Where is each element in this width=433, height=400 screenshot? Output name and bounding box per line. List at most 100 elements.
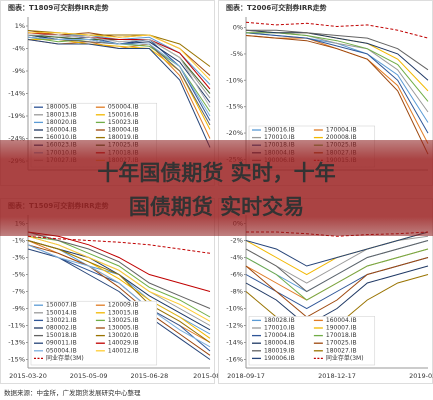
legend-label: 190006.IB [264,355,295,362]
y-tick-label: -2% [230,237,243,245]
legend-label: 140012.IB [108,347,139,354]
legend-label: 130025.IB [108,317,139,324]
y-tick-label: -7% [12,288,25,296]
legend-label: 090011.IB [46,340,77,347]
legend-label: 140029.IB [108,340,139,347]
chart-title: 图表：T2006可交割券IRR走势 [226,3,327,12]
series-line [245,35,429,155]
series-line [245,29,429,81]
legend-label: 170010.IB [264,134,295,141]
legend-label: 190016.IB [264,127,295,134]
legend-label: 050004.IB [46,347,77,354]
legend-label: 130005.IB [108,325,139,332]
legend-label: 150016.IB [108,111,139,118]
y-tick-label: -16% [226,356,243,364]
y-tick-label: -19% [8,112,25,120]
legend-label: 180027.IB [326,347,357,354]
legend-label: 130015.IB [108,309,139,316]
x-tick-label: 2015-08-1 [193,372,227,380]
legend-label: 150007.IB [46,302,77,309]
series-line [27,39,211,148]
series-line [27,235,211,254]
legend-label: 130021.IB [46,317,77,324]
legend-label: 200008.IB [326,134,357,141]
series-line [245,32,429,134]
series-line [245,248,429,301]
y-tick-label: -3% [12,254,25,262]
y-tick-label: -5% [230,50,243,58]
y-tick-label: 0% [233,24,243,32]
x-tick-label: 2018-09-17 [227,372,265,380]
series-line [245,265,429,327]
y-tick-label: -9% [12,67,25,75]
legend-label: 170018.IB [326,332,357,339]
series-line [28,34,211,108]
y-tick-label: -14% [8,90,25,98]
legend-label: 180019.IB [108,134,139,141]
legend-label: 160010.IB [46,134,77,141]
legend-label: 150023.IB [108,119,139,126]
series-line [27,244,211,356]
series-line [246,29,429,71]
legend-label: 180028.IB [264,317,295,324]
chart-title: 图表：T1809可交割券IRR走势 [8,3,109,12]
y-tick-label: -10% [226,305,243,313]
legend [248,316,376,366]
y-tick-label: -4% [12,45,25,53]
series-line [27,231,211,292]
series-line [245,231,429,267]
legend-label: 190007.IB [326,325,357,332]
series-line [245,257,429,318]
legend-label: 160004.IB [326,317,357,324]
legend-label: 150018.IB [46,332,77,339]
x-tick-label: 2015-05-09 [70,372,108,380]
legend-label: 170010.IB [264,325,295,332]
y-tick-label: -11% [8,322,25,330]
series-line [27,244,211,348]
x-tick-label: 2019-03-17 [409,372,433,380]
banner-text: 十年国债期货 实时，十年 [97,161,335,185]
series-line [27,235,211,322]
legend-label: 150014.IB [46,309,77,316]
y-tick-label: -14% [226,339,243,347]
legend-label: 130020.IB [108,332,139,339]
x-tick-label: 2018-12-17 [318,372,356,380]
series-line [27,36,211,117]
footer: 数据来源：中金所，广发期货发展研究中心整理 [4,388,141,397]
y-tick-label: -9% [12,305,25,313]
legend-label: 170004.IB [264,332,295,339]
y-tick-label: -15% [226,103,243,111]
series-line [27,240,211,343]
y-tick-label: -4% [230,254,243,262]
y-tick-label: -13% [8,339,25,347]
x-tick-label: 2015-06-28 [130,372,168,380]
y-tick-label: -15% [8,356,25,364]
legend-label: 160004.IB [46,127,77,134]
legend-label: 同业存单(3M) [326,354,364,362]
series-line [245,240,429,293]
legend-label: 170004.IB [326,127,357,134]
legend-label: 180004.IB [264,340,295,347]
legend-label: 180019.IB [264,347,295,354]
y-tick-label: 1% [15,22,25,30]
legend-label: 180005.IB [46,104,77,111]
legend-label: 080002.IB [46,325,77,332]
y-tick-label: -20% [226,129,243,137]
legend-label: 同业存单(3M) [46,354,84,362]
legend-label: 180004.IB [108,127,139,134]
banner [0,140,433,236]
y-tick-label: -6% [230,271,243,279]
y-tick-label: -10% [226,76,243,84]
x-tick-label: 2015-03-20 [9,372,47,380]
series-line [28,32,211,81]
series-line [27,231,211,309]
legend-label: 180020.IB [46,119,77,126]
legend-label: 050004.IB [108,104,139,111]
y-tick-label: -24% [8,135,25,143]
series-line [245,21,429,39]
y-tick-label: -8% [230,288,243,296]
y-tick-label: -12% [226,322,243,330]
legend [30,300,158,366]
legend-label: 180013.IB [46,111,77,118]
